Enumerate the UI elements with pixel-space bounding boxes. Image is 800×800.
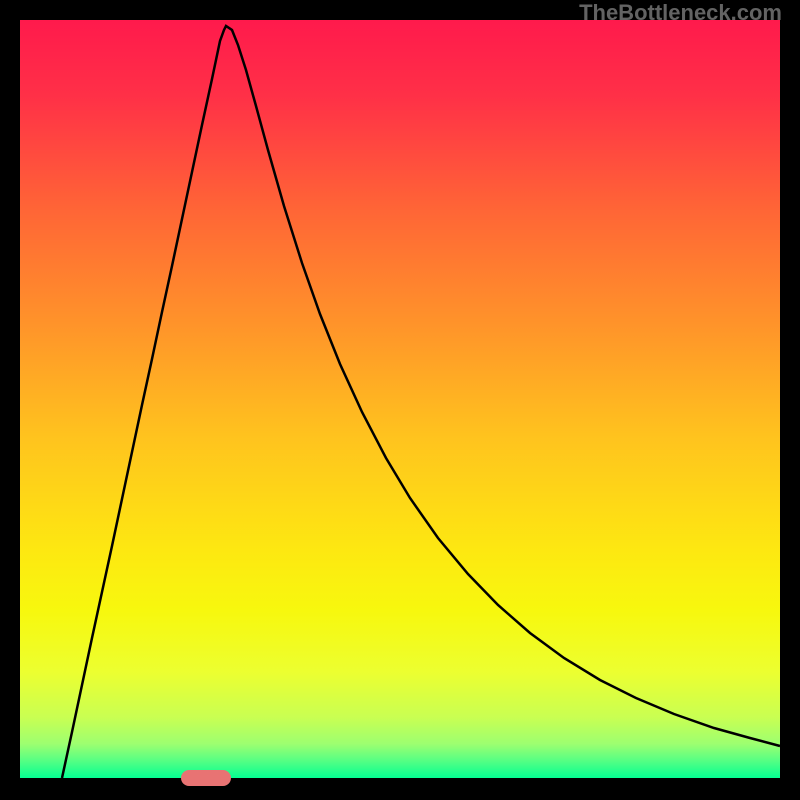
bottleneck-curve [62, 26, 780, 778]
optimal-marker [181, 770, 231, 786]
watermark: TheBottleneck.com [579, 0, 782, 26]
chart-container: TheBottleneck.com [0, 0, 800, 800]
curve-svg [0, 0, 800, 800]
